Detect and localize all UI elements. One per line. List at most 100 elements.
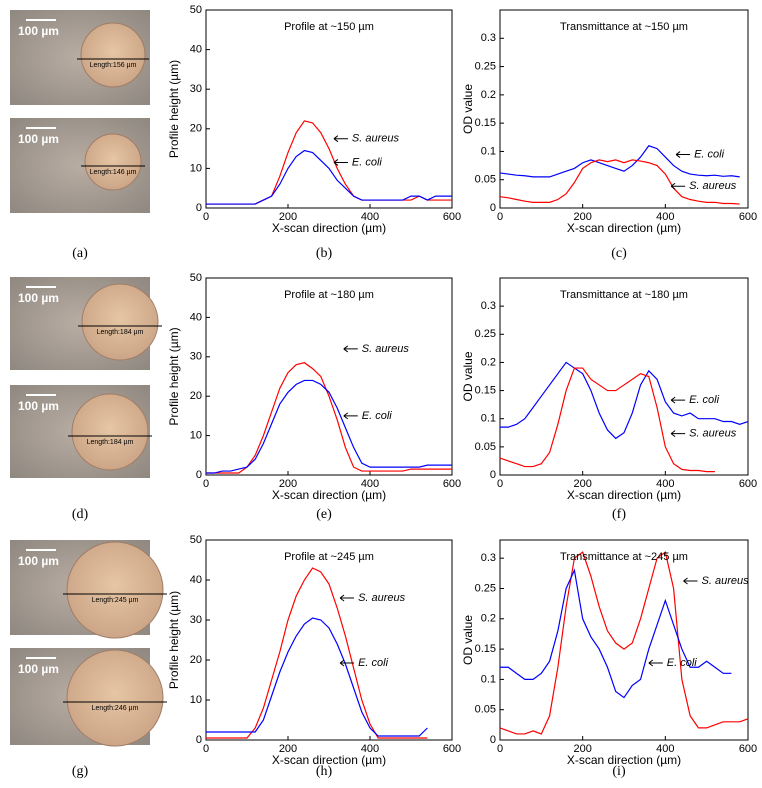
y-tick-label: 0.05 (475, 441, 496, 453)
y-tick-label: 0.15 (475, 643, 496, 655)
plot-frame (206, 278, 452, 475)
x-tick-label: 0 (497, 478, 503, 490)
y-tick-label: 0.3 (481, 300, 496, 312)
x-tick-label: 0 (497, 211, 503, 223)
panel-caption: (f) (612, 507, 626, 522)
y-tick-label: 50 (190, 534, 202, 546)
y-tick-label: 0.2 (481, 356, 496, 368)
y-tick-label: 0 (490, 734, 496, 746)
scale-label: 100 µm (18, 554, 59, 568)
y-axis-label: OD value (461, 615, 475, 665)
y-tick-label: 20 (190, 654, 202, 666)
y-axis-label: OD value (461, 84, 475, 134)
y-tick-label: 30 (190, 351, 202, 363)
series-annotation: E. coli (694, 148, 725, 160)
y-tick-label: 10 (190, 694, 202, 706)
series-annotation: S. aureus (689, 180, 737, 192)
length-label: Length:156 µm (90, 62, 137, 69)
figure: 100 µm Length:156 µm 100 µm Length:146 µm (a… (0, 0, 762, 788)
y-axis-label: Profile height (µm) (167, 327, 181, 425)
chart-title: Profile at ~180 µm (284, 289, 374, 301)
plot-frame (500, 540, 748, 740)
scale-label: 100 µm (18, 132, 59, 146)
length-label: Length:246 µm (92, 705, 139, 712)
length-label: Length:184 µm (87, 439, 134, 446)
y-tick-label: 0 (490, 202, 496, 214)
plot-frame (206, 10, 452, 208)
panel-caption: (h) (316, 764, 333, 779)
droplet (82, 284, 158, 360)
y-tick-label: 50 (190, 272, 202, 284)
x-tick-label: 0 (203, 743, 209, 755)
panel-caption: (b) (316, 246, 333, 261)
x-tick-label: 600 (739, 743, 757, 755)
scale-label: 100 µm (18, 662, 59, 676)
y-tick-label: 20 (190, 390, 202, 402)
panel-caption: (a) (72, 246, 88, 261)
panel-caption: (g) (72, 764, 89, 779)
panel-caption: (i) (612, 764, 626, 779)
panel-caption: (c) (611, 246, 627, 261)
y-tick-label: 40 (190, 574, 202, 586)
y-tick-label: 40 (190, 311, 202, 323)
scale-label: 100 µm (18, 291, 59, 305)
x-tick-label: 600 (443, 478, 461, 490)
y-tick-label: 0.25 (475, 582, 496, 594)
y-tick-label: 0.2 (481, 89, 496, 101)
chart-title: Transmittance at ~180 µm (560, 289, 688, 301)
y-tick-label: 0.3 (481, 32, 496, 44)
x-axis-label: X-scan direction (µm) (272, 488, 386, 502)
series-annotation: E. coli (352, 156, 383, 168)
plot-frame (206, 540, 452, 740)
y-tick-label: 0 (196, 202, 202, 214)
series-annotation: S. aureus (702, 575, 750, 587)
series-annotation: E. coli (358, 657, 389, 669)
y-axis-label: Profile height (µm) (167, 60, 181, 158)
x-tick-label: 600 (739, 211, 757, 223)
series-annotation: S. aureus (358, 592, 406, 604)
y-tick-label: 20 (190, 123, 202, 135)
y-tick-label: 50 (190, 4, 202, 16)
y-tick-label: 0.05 (475, 174, 496, 186)
x-tick-label: 0 (203, 211, 209, 223)
y-tick-label: 0.3 (481, 552, 496, 564)
x-tick-label: 600 (443, 743, 461, 755)
panel-caption: (d) (72, 507, 89, 522)
y-tick-label: 0.2 (481, 613, 496, 625)
plot-frame (500, 278, 748, 475)
droplet (81, 23, 145, 87)
droplet (67, 542, 163, 638)
length-label: Length:245 µm (92, 597, 139, 604)
length-label: Length:184 µm (97, 329, 144, 336)
scale-label: 100 µm (18, 24, 59, 38)
y-tick-label: 40 (190, 44, 202, 56)
y-tick-label: 0.1 (481, 673, 496, 685)
x-axis-label: X-scan direction (µm) (567, 488, 681, 502)
scale-label: 100 µm (18, 399, 59, 413)
series-annotation: S. aureus (689, 428, 737, 440)
y-tick-label: 0.15 (475, 117, 496, 129)
chart-title: Profile at ~150 µm (284, 21, 374, 33)
y-axis-label: OD value (461, 351, 475, 401)
y-tick-label: 0.15 (475, 384, 496, 396)
y-tick-label: 0.25 (475, 328, 496, 340)
y-tick-label: 30 (190, 614, 202, 626)
droplet (72, 394, 148, 470)
y-tick-label: 30 (190, 83, 202, 95)
series-annotation: E. coli (689, 394, 720, 406)
y-tick-label: 0.05 (475, 704, 496, 716)
y-tick-label: 0.1 (481, 413, 496, 425)
series-annotation: S. aureus (352, 133, 400, 145)
y-tick-label: 0 (196, 469, 202, 481)
y-tick-label: 10 (190, 430, 202, 442)
x-tick-label: 0 (497, 743, 503, 755)
y-tick-label: 10 (190, 162, 202, 174)
chart-title: Transmittance at ~245 µm (560, 551, 688, 563)
series-annotation: E. coli (362, 410, 393, 422)
y-tick-label: 0.1 (481, 145, 496, 157)
x-tick-label: 600 (739, 478, 757, 490)
chart-title: Profile at ~245 µm (284, 551, 374, 563)
length-label: Length:146 µm (90, 169, 137, 176)
x-axis-label: X-scan direction (µm) (567, 221, 681, 235)
plot-frame (500, 10, 748, 208)
